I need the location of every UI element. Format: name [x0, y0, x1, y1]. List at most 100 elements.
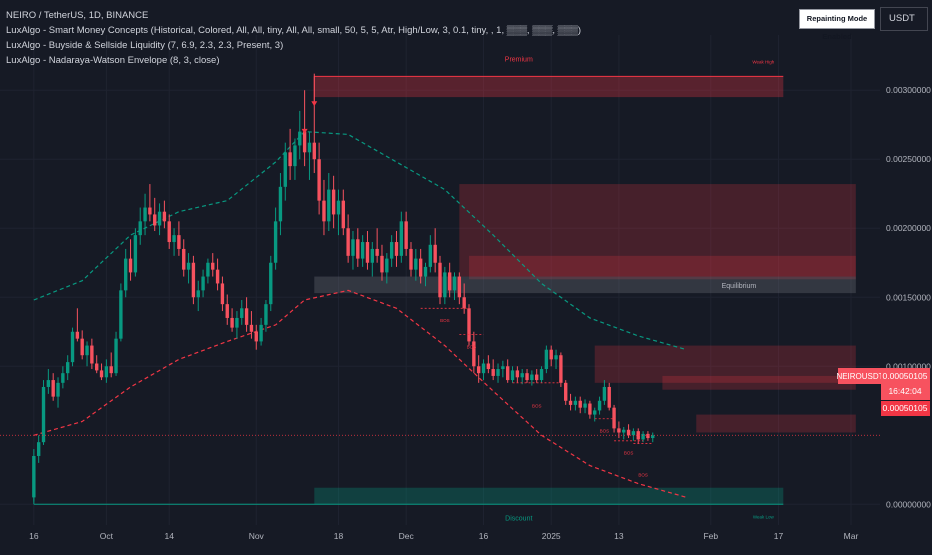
liquidity-triangle [311, 101, 318, 107]
indicator-smc[interactable]: LuxAlgo - Smart Money Concepts (Historic… [6, 25, 582, 36]
candle-body [90, 345, 94, 364]
candle-body [418, 258, 423, 277]
candle-body [360, 242, 365, 259]
candle-body [153, 214, 157, 226]
candle-body [370, 248, 374, 263]
candle-body [568, 400, 573, 405]
candle-body [254, 331, 258, 342]
candle-body [278, 186, 283, 222]
liquidity-triangle [301, 128, 308, 134]
candle-body [331, 189, 336, 215]
time-tick-label: 13 [614, 531, 624, 541]
candle-body [244, 308, 249, 325]
candle-body [564, 382, 568, 401]
candle-body [259, 324, 263, 342]
candle-body [230, 317, 234, 328]
candle-body [617, 428, 621, 433]
candle-body [593, 410, 597, 415]
indicator-envelope[interactable]: LuxAlgo - Nadaraya-Watson Envelope (8, 3… [6, 55, 220, 66]
candle-body [240, 308, 244, 318]
candle-body [515, 370, 520, 378]
price-axis: 0.00300000 0.00250000 0.00200000 0.00150000… [886, 85, 931, 509]
candle-body [481, 363, 486, 374]
candle-body [510, 370, 515, 381]
candle-body [501, 366, 505, 370]
candle-body [191, 262, 196, 298]
candle-body [206, 262, 210, 277]
discount-zone [314, 487, 784, 505]
candle-body [138, 221, 142, 236]
candles [32, 73, 655, 502]
candle-body [443, 272, 447, 298]
candle-body [341, 200, 345, 229]
candle-body [264, 304, 268, 325]
candle-body [472, 341, 476, 367]
candle-body [312, 142, 316, 160]
bos-label: BOS [638, 473, 648, 478]
candle-body [525, 373, 529, 381]
candle-body [491, 369, 495, 376]
structure-markers: BOS BOS BOS BOS BOS BOS [301, 101, 653, 478]
candle-body [399, 221, 404, 256]
candle-body [622, 429, 626, 433]
candle-body [467, 308, 471, 342]
candle-body [235, 317, 239, 328]
time-tick-label: 17 [774, 531, 784, 541]
candle-body [356, 239, 360, 259]
currency-button[interactable]: USDT [880, 7, 928, 31]
candle-body [549, 349, 553, 360]
candle-body [423, 266, 428, 277]
candle-body [95, 363, 99, 371]
zone-labels: Premium Weak High Equilibrium Discount Weak … [505, 57, 775, 523]
candle-body [51, 380, 55, 397]
price-tick-label: 0.00200000 [886, 223, 931, 233]
candle-body [41, 386, 46, 443]
time-tick-label: 16 [479, 531, 489, 541]
repainting-mode-button[interactable]: Repainting Mode Enabled [799, 9, 875, 41]
candle-body [394, 242, 399, 256]
candle-body [588, 403, 592, 415]
candle-body [380, 255, 384, 273]
candle-body [32, 455, 36, 498]
candle-body [167, 221, 171, 243]
candle-body [172, 235, 176, 243]
candle-body [428, 244, 433, 267]
envelope-lower [33, 289, 687, 498]
candle-body [646, 433, 650, 439]
candle-body [530, 374, 534, 381]
last-price-tag2-bg [881, 401, 930, 416]
price-tags: NEIROUSDT 0.00050105 16:42:04 0.00050105 [836, 368, 930, 416]
candle-body [404, 221, 408, 249]
time-tick-label: 2025 [542, 531, 561, 541]
candle-body [143, 207, 147, 222]
time-tick-label: Nov [249, 531, 265, 541]
supply-zone [662, 375, 856, 390]
candle-body [447, 272, 452, 291]
candle-body [476, 366, 481, 374]
candle-body [462, 297, 466, 309]
candle-body [559, 355, 563, 383]
price-axis-bg [880, 35, 932, 525]
candle-body [128, 258, 133, 273]
candle-body [539, 369, 544, 381]
candle-body [85, 345, 89, 356]
time-tick-label: 16 [29, 531, 39, 541]
candle-body [351, 239, 355, 256]
candle-body [385, 258, 389, 273]
indicator-liquidity[interactable]: LuxAlgo - Buyside & Sellside Liquidity (… [6, 40, 284, 51]
candle-body [496, 369, 500, 376]
candle-body [375, 248, 379, 256]
candle-body [452, 276, 457, 291]
equilibrium-zone [314, 276, 856, 294]
candle-body [109, 366, 113, 374]
supply-zone [696, 414, 856, 433]
last-price-tag: 0.00050105 [883, 371, 928, 381]
candle-body [211, 262, 215, 270]
candle-body [225, 304, 229, 318]
candle-body [535, 374, 539, 381]
weak-low-label: Weak Low [753, 514, 775, 519]
time-tick-label: Feb [703, 531, 718, 541]
weak-high-label: Weak High [752, 60, 774, 65]
